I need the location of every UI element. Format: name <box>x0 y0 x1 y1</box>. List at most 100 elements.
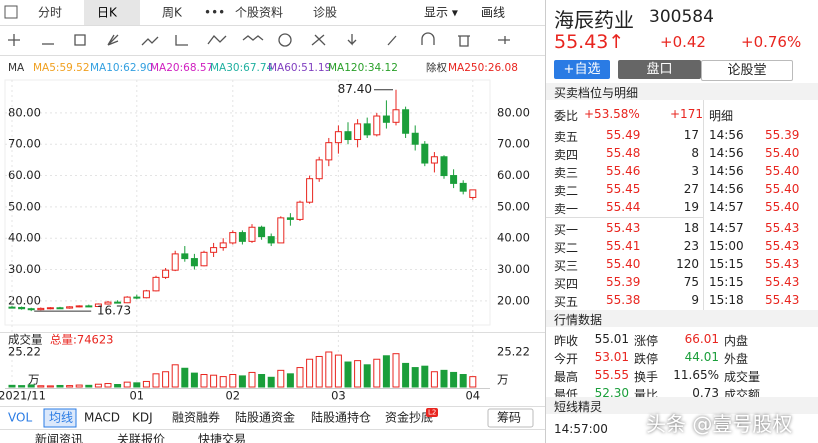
tab[interactable]: 个股资料 <box>235 6 283 20</box>
candle-body <box>430 156 438 164</box>
indicator-tab[interactable]: VOL <box>8 411 32 425</box>
candle-body <box>392 109 400 123</box>
button[interactable]: 盘口 <box>618 60 701 79</box>
stat-label: 外盘 <box>724 352 749 366</box>
volume-bar <box>162 371 170 388</box>
level-label: 买四 <box>554 277 579 291</box>
candle-body <box>277 217 285 244</box>
indicator-tab[interactable]: MACD <box>84 411 120 425</box>
bottom-tab[interactable]: 新闻资讯 <box>35 432 83 443</box>
bottom-tab[interactable]: 快捷交易 <box>198 432 246 443</box>
candle-body <box>286 217 294 220</box>
y-tick-label: 20.00 <box>8 293 41 307</box>
indicator-tab[interactable]: 资金抄底 <box>385 410 433 425</box>
y-tick-label: 50.00 <box>8 199 41 213</box>
chip-button[interactable] <box>487 408 534 428</box>
ma-legend: MA10:62.90 <box>90 62 153 74</box>
section-bg <box>546 310 818 327</box>
stat-value: 11.65% <box>673 368 719 382</box>
indicator-tab[interactable]: 陆股通资金 <box>235 410 295 425</box>
y-tick-label-right: 20.00 <box>497 293 530 307</box>
volume-bar <box>37 385 45 388</box>
tool-button[interactable]: 画线 <box>481 6 505 20</box>
change-pct: +0.76% <box>741 33 802 51</box>
tick-price: 55.40 <box>765 164 800 178</box>
stat-label: 成交量 <box>724 370 761 384</box>
level-price: 55.38 <box>606 293 641 307</box>
level-price: 55.45 <box>606 182 641 196</box>
indicator-tab[interactable]: KDJ <box>132 411 153 425</box>
candle-body <box>18 306 26 310</box>
section-bg <box>546 397 818 414</box>
indicator-tab[interactable]: 均线 <box>49 411 73 425</box>
volume-bar <box>181 367 189 388</box>
tab[interactable]: ••• <box>204 6 225 20</box>
candle-body <box>373 115 381 136</box>
volume-bar <box>85 384 93 388</box>
indicator-tab[interactable]: 融资融券 <box>172 410 220 425</box>
volume-bar <box>469 376 477 388</box>
tab[interactable]: 周K <box>162 6 183 20</box>
level-volume: 9 <box>691 293 699 307</box>
menu-icon[interactable] <box>4 5 18 19</box>
stat-label: 跌停 <box>634 352 659 366</box>
volume-unit: 万 <box>28 373 40 387</box>
candle-body <box>306 178 314 203</box>
volume-unit: 万 <box>497 373 509 387</box>
volume-bar <box>46 385 54 388</box>
tick-price: 55.39 <box>765 128 800 142</box>
candle-body <box>402 109 410 134</box>
volume-bar <box>258 374 266 388</box>
ratio-label: 委比 <box>554 109 579 123</box>
tick-time: 14:56 <box>709 182 744 196</box>
volume-bar <box>152 373 160 388</box>
tick-time: 15:15 <box>709 275 744 289</box>
tick-time: 15:18 <box>709 293 744 307</box>
y-tick-label: 60.00 <box>8 168 41 182</box>
candle-body <box>56 307 64 310</box>
tab[interactable]: 分时 <box>38 6 62 20</box>
tool-button[interactable]: 显示 ▾ <box>424 6 458 20</box>
candle-body <box>66 306 74 309</box>
ma-legend: MA20:68.57 <box>150 62 213 74</box>
volume-bar <box>210 374 218 388</box>
y-tick-label-right: 40.00 <box>497 231 530 245</box>
level-price: 55.48 <box>606 146 641 160</box>
stat-value: 52.30 <box>594 386 629 400</box>
stat-value: 66.01 <box>684 332 719 346</box>
volume-bar <box>411 367 419 388</box>
button[interactable]: 论股堂 <box>701 60 793 81</box>
volume-bar <box>267 376 275 388</box>
candle-body <box>85 305 93 308</box>
section-title: 短线精灵 <box>554 400 603 414</box>
ma-legend: MA <box>8 62 25 74</box>
ma-legend: MA5:59.52 <box>33 62 90 74</box>
bottom-tab[interactable]: 关联报价 <box>117 432 165 443</box>
tick-price: 55.43 <box>765 293 800 307</box>
candle-body <box>152 276 160 292</box>
candle-body <box>238 232 246 242</box>
change: +0.42 <box>660 33 706 51</box>
y-tick-label-right: 25.22 <box>497 345 530 359</box>
level-label: 买二 <box>554 241 579 255</box>
ma-legend: 除权 <box>426 61 447 74</box>
level-volume: 17 <box>683 128 699 142</box>
level-price: 55.41 <box>606 239 641 253</box>
level-label: 卖二 <box>554 184 579 198</box>
badge-bg <box>426 408 438 417</box>
tab-selected-bg <box>84 0 140 25</box>
tab[interactable]: 诊股 <box>313 6 337 20</box>
candle-body <box>181 253 189 260</box>
button[interactable]: +自选 <box>554 60 610 79</box>
tab[interactable]: 日K <box>97 6 118 20</box>
indicator-tab[interactable]: 筹码 <box>497 411 521 425</box>
candle-body <box>363 123 371 136</box>
indicator-tab[interactable]: 陆股通持仓 <box>311 410 371 425</box>
volume-bar <box>114 384 122 388</box>
level-volume: 8 <box>691 146 699 160</box>
x-tick-label: 01 <box>129 389 144 403</box>
y-tick-label: 80.00 <box>8 105 41 119</box>
y-tick-label: 70.00 <box>8 137 41 151</box>
level-label: 买五 <box>554 295 579 309</box>
candle-body <box>469 189 477 198</box>
